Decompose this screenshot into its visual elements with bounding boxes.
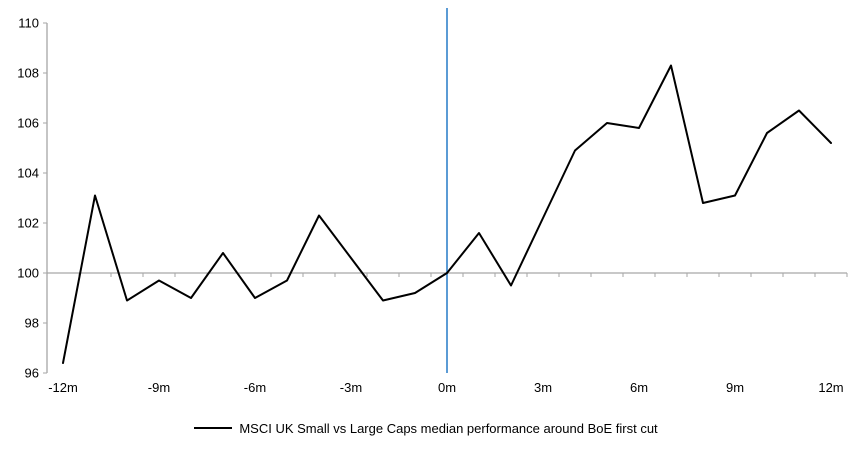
x-tick-label: 9m	[726, 380, 744, 395]
x-tick-label: -9m	[148, 380, 170, 395]
y-tick-label: 104	[17, 166, 39, 181]
y-tick-label: 98	[25, 316, 39, 331]
y-tick-label: 108	[17, 66, 39, 81]
x-tick-label: -3m	[340, 380, 362, 395]
series-line	[62, 64, 832, 364]
x-tick-label: -12m	[48, 380, 78, 395]
x-tick-label: 6m	[630, 380, 648, 395]
legend-label: MSCI UK Small vs Large Caps median perfo…	[239, 420, 658, 436]
y-tick-label: 100	[17, 266, 39, 281]
x-tick-label: -6m	[244, 380, 266, 395]
legend-line-swatch	[194, 427, 233, 429]
x-tick-label: 12m	[818, 380, 843, 395]
x-tick-label: 0m	[438, 380, 456, 395]
y-tick-label: 110	[18, 16, 39, 31]
x-tick-label: 3m	[534, 380, 552, 395]
y-tick-label: 96	[25, 366, 39, 381]
y-tick-label: 102	[17, 216, 39, 231]
y-tick-label: 106	[17, 116, 39, 131]
legend: MSCI UK Small vs Large Caps median perfo…	[0, 417, 852, 439]
